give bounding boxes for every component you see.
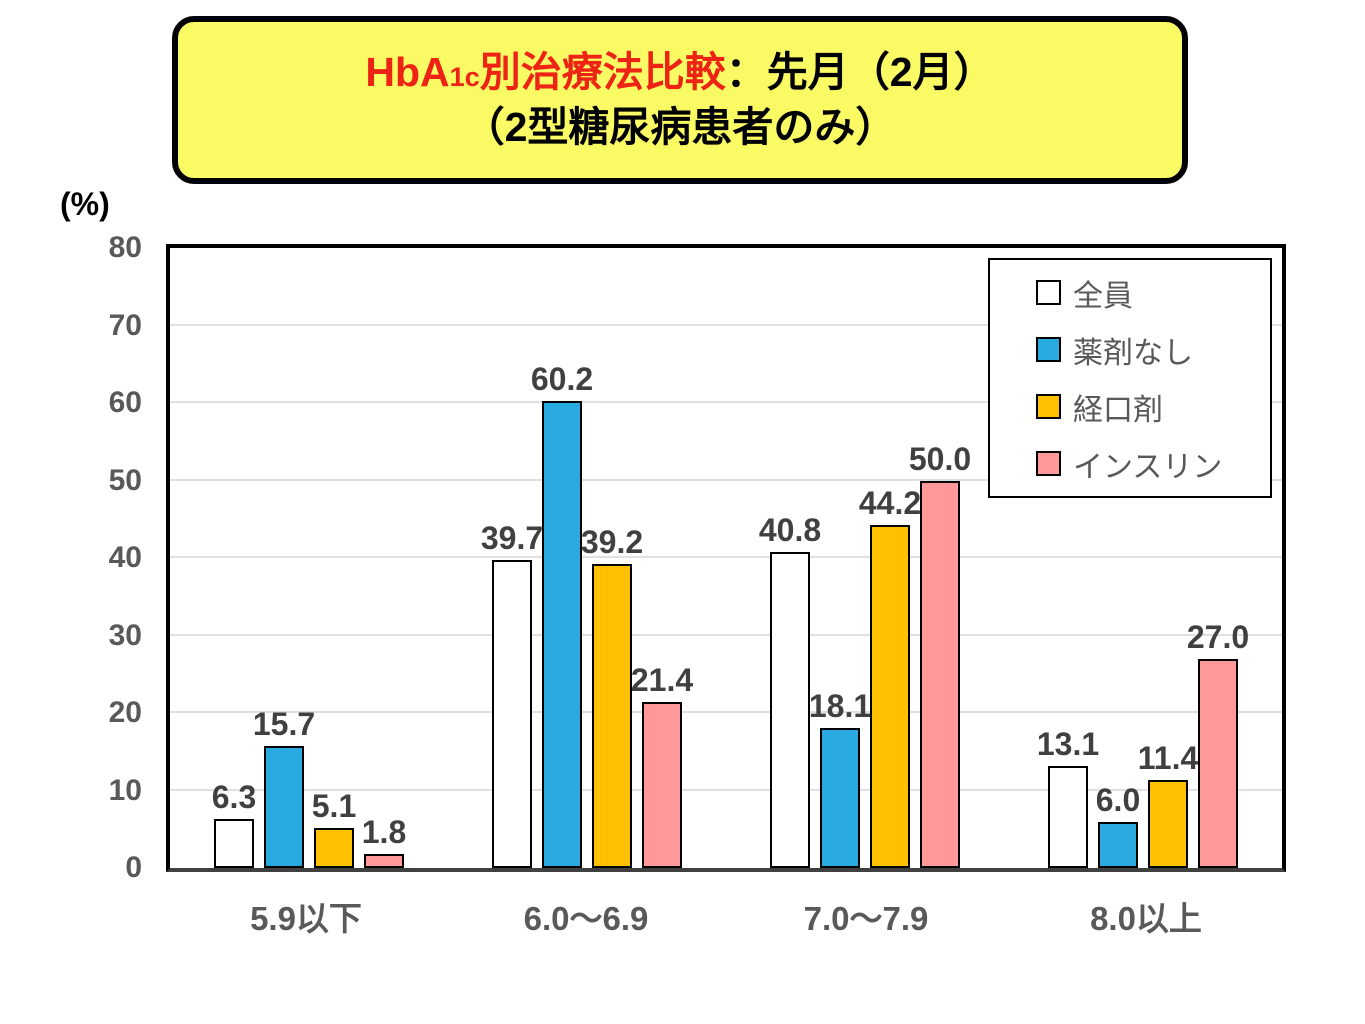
bar-経口剤 <box>592 564 632 868</box>
bar-value-label: 27.0 <box>1186 618 1250 655</box>
bar-slot: 5.1 <box>311 248 357 868</box>
bar-value-label: 15.7 <box>252 706 316 743</box>
plot-area: 6.3 15.7 5.1 1.8 39.7 60.2 39.2 21.4 40.8 18.1 44.… <box>166 244 1286 872</box>
bar-group: 13.1 6.0 11.4 27.0 <box>1004 248 1282 868</box>
bar-value-label: 18.1 <box>808 687 872 724</box>
bar-全員 <box>770 551 810 868</box>
y-axis-unit-label: (%) <box>60 186 110 222</box>
bar-value-label: 6.3 <box>211 779 257 816</box>
bar-経口剤 <box>314 828 354 868</box>
bar-slot: 27.0 <box>1187 248 1249 868</box>
bar-slot: 21.4 <box>631 248 693 868</box>
legend-item-薬剤なし: 薬剤なし <box>1036 321 1270 378</box>
bar-value-label: 6.0 <box>1095 781 1141 818</box>
gridline <box>170 478 1282 481</box>
bar-インスリン <box>920 480 960 868</box>
x-category-label: 5.9以下 <box>250 900 362 937</box>
bar-value-label: 50.0 <box>908 440 972 477</box>
bar-全員 <box>492 560 532 868</box>
bar-薬剤なし <box>820 727 860 868</box>
bar-value-label: 39.2 <box>580 524 644 561</box>
bar-value-label: 11.4 <box>1137 739 1199 776</box>
bar-slot: 6.3 <box>211 248 257 868</box>
chart-title-box: HbA1c別治療法比較：先月（2月） （2型糖尿病患者のみ） <box>172 16 1188 184</box>
bar-全員 <box>214 819 254 868</box>
gridline <box>170 401 1282 403</box>
title-red-main: HbA <box>365 48 450 95</box>
legend-item-全員: 全員 <box>1036 264 1270 321</box>
bar-slot: 60.2 <box>531 248 593 868</box>
bar-slot: 6.0 <box>1095 248 1141 868</box>
bar-groups: 6.3 15.7 5.1 1.8 39.7 60.2 39.2 21.4 40.8 18.1 44.… <box>170 248 1282 868</box>
bar-value-label: 5.1 <box>311 788 357 825</box>
y-tick-label: 80 <box>108 231 142 264</box>
title-red-rest: 別治療法比較 <box>479 48 726 95</box>
bar-slot: 50.0 <box>909 248 971 868</box>
legend-swatch-icon <box>1036 280 1061 305</box>
y-tick-label: 70 <box>108 308 142 342</box>
x-axis-category-labels: 5.9以下 6.0～6.9 7.0～7.9 8.0以上 <box>166 892 1286 940</box>
bar-slot: 44.2 <box>859 248 921 868</box>
bar-slot: 1.8 <box>361 248 407 868</box>
bar-slot: 40.8 <box>759 248 821 868</box>
gridline <box>170 711 1282 713</box>
bar-経口剤 <box>1148 779 1188 868</box>
gridline <box>170 556 1282 558</box>
y-tick-label: 50 <box>108 463 142 497</box>
legend-item-経口剤: 経口剤 <box>1036 378 1270 435</box>
legend: 全員薬剤なし経口剤インスリン <box>988 258 1272 498</box>
y-tick-label: 10 <box>108 773 142 807</box>
bar-薬剤なし <box>542 401 582 868</box>
title-red-subscript: 1c <box>449 61 480 92</box>
y-axis-tick-labels: 0 10 20 30 40 50 60 70 80 <box>40 0 142 1024</box>
bar-group: 40.8 18.1 44.2 50.0 <box>726 248 1004 868</box>
bar-value-label: 1.8 <box>361 814 407 851</box>
bar-slot: 13.1 <box>1037 248 1099 868</box>
x-category-label: 6.0～6.9 <box>523 900 649 937</box>
legend-swatch-icon <box>1036 394 1061 419</box>
bar-薬剤なし <box>1098 821 1138 868</box>
bar-インスリン <box>1198 658 1238 868</box>
y-tick-label: 60 <box>108 386 142 419</box>
title-red-segment: HbA1c別治療法比較 <box>365 49 725 95</box>
y-tick-label: 40 <box>108 541 142 574</box>
title-line-2: （2型糖尿病患者のみ） <box>463 104 897 150</box>
legend-label: 薬剤なし <box>1073 336 1193 370</box>
legend-label: 経口剤 <box>1073 393 1163 427</box>
bar-group: 39.7 60.2 39.2 21.4 <box>448 248 726 868</box>
bar-slot: 15.7 <box>253 248 315 868</box>
legend-swatch-icon <box>1036 451 1061 476</box>
bar-group: 6.3 15.7 5.1 1.8 <box>170 248 448 868</box>
x-category-label: 8.0以上 <box>1090 900 1202 937</box>
y-tick-label: 0 <box>125 851 142 884</box>
x-category-label: 7.0～7.9 <box>803 900 929 937</box>
legend-item-インスリン: インスリン <box>1036 435 1270 492</box>
bar-value-label: 60.2 <box>530 361 594 398</box>
gridline <box>170 633 1282 636</box>
bar-value-label: 21.4 <box>630 662 694 699</box>
bar-slot: 11.4 <box>1138 248 1198 868</box>
bar-インスリン <box>364 854 404 868</box>
y-tick-label: 20 <box>108 696 142 729</box>
bar-インスリン <box>642 702 682 868</box>
bar-slot: 39.2 <box>581 248 643 868</box>
bar-value-label: 39.7 <box>480 520 544 557</box>
bar-全員 <box>1048 766 1088 868</box>
gridline <box>170 323 1282 326</box>
bar-value-label: 44.2 <box>858 485 922 522</box>
bar-value-label: 40.8 <box>758 511 822 548</box>
y-tick-label: 30 <box>108 618 142 652</box>
title-line-1: HbA1c別治療法比較：先月（2月） <box>365 48 995 95</box>
legend-swatch-icon <box>1036 337 1061 362</box>
title-black-segment: ：先月（2月） <box>725 48 995 95</box>
legend-label: インスリン <box>1073 450 1223 484</box>
bar-経口剤 <box>870 525 910 868</box>
bar-薬剤なし <box>264 746 304 868</box>
bar-slot: 39.7 <box>481 248 543 868</box>
gridline <box>170 788 1282 791</box>
bar-value-label: 13.1 <box>1036 726 1100 763</box>
legend-label: 全員 <box>1073 279 1133 313</box>
bar-slot: 18.1 <box>809 248 871 868</box>
